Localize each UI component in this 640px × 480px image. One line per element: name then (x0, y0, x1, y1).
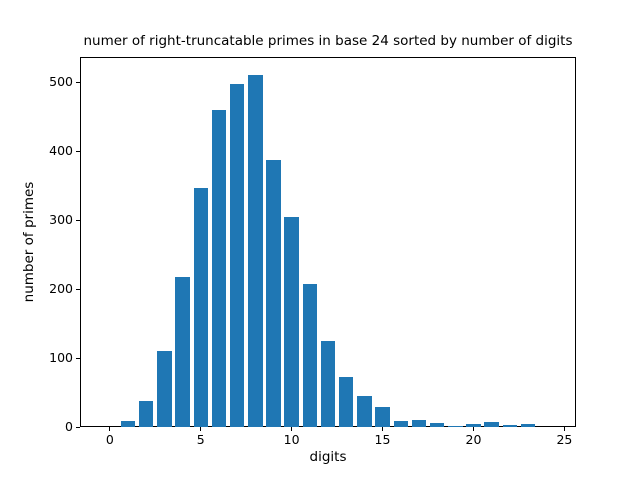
bar-digits-19 (448, 425, 463, 428)
x-tick-label-5: 5 (196, 432, 205, 448)
x-tick-label-0: 0 (105, 432, 114, 448)
bar-digits-6 (211, 110, 227, 428)
x-tick-mark-10 (291, 427, 293, 432)
x-tick-label-10: 10 (283, 432, 300, 448)
y-tick-mark-200 (76, 288, 80, 290)
bar-digits-7 (229, 83, 245, 428)
x-tick-label-25: 25 (556, 432, 573, 448)
bar-digits-10 (284, 217, 299, 428)
y-tick-label-100: 100 (49, 350, 73, 366)
y-axis-label: number of primes (21, 181, 37, 303)
bar-digits-12 (320, 340, 336, 428)
y-tick-mark-100 (76, 357, 80, 359)
bar-digits-17 (411, 420, 427, 428)
x-tick-mark-5 (200, 427, 202, 432)
y-tick-label-0: 0 (65, 419, 73, 435)
bar-digits-22 (502, 425, 517, 428)
x-tick-label-20: 20 (465, 432, 482, 448)
bar-digits-8 (248, 75, 263, 428)
bar-digits-20 (466, 423, 481, 428)
x-tick-mark-15 (382, 427, 383, 432)
y-tick-mark-500 (76, 81, 80, 83)
y-tick-label-400: 400 (49, 143, 73, 159)
bar-digits-18 (429, 423, 445, 428)
bar-digits-14 (357, 396, 372, 428)
x-tick-label-15: 15 (374, 432, 391, 448)
y-tick-label-300: 300 (49, 212, 73, 228)
bar-digits-21 (484, 422, 499, 428)
bar-digits-9 (266, 160, 281, 428)
bar-digits-2 (138, 401, 154, 428)
bar-digits-13 (338, 376, 354, 428)
bar-digits-23 (520, 424, 536, 428)
x-axis-label: digits (309, 449, 347, 465)
y-tick-mark-400 (76, 150, 80, 152)
bar-digits-3 (157, 351, 172, 428)
x-tick-mark-25 (563, 427, 565, 432)
chart-title: numer of right-truncatable primes in bas… (83, 33, 573, 49)
y-tick-label-500: 500 (49, 74, 73, 90)
y-tick-mark-0 (76, 426, 80, 428)
bar-digits-1 (120, 421, 136, 428)
x-tick-mark-20 (473, 427, 474, 432)
y-tick-mark-300 (76, 219, 80, 221)
bar-digits-15 (375, 407, 390, 428)
bar-digits-4 (175, 276, 190, 428)
x-tick-mark-0 (109, 427, 111, 432)
bar-digits-5 (193, 187, 208, 428)
y-tick-label-200: 200 (49, 281, 73, 297)
bar-digits-11 (302, 283, 317, 428)
bar-digits-16 (393, 421, 408, 428)
